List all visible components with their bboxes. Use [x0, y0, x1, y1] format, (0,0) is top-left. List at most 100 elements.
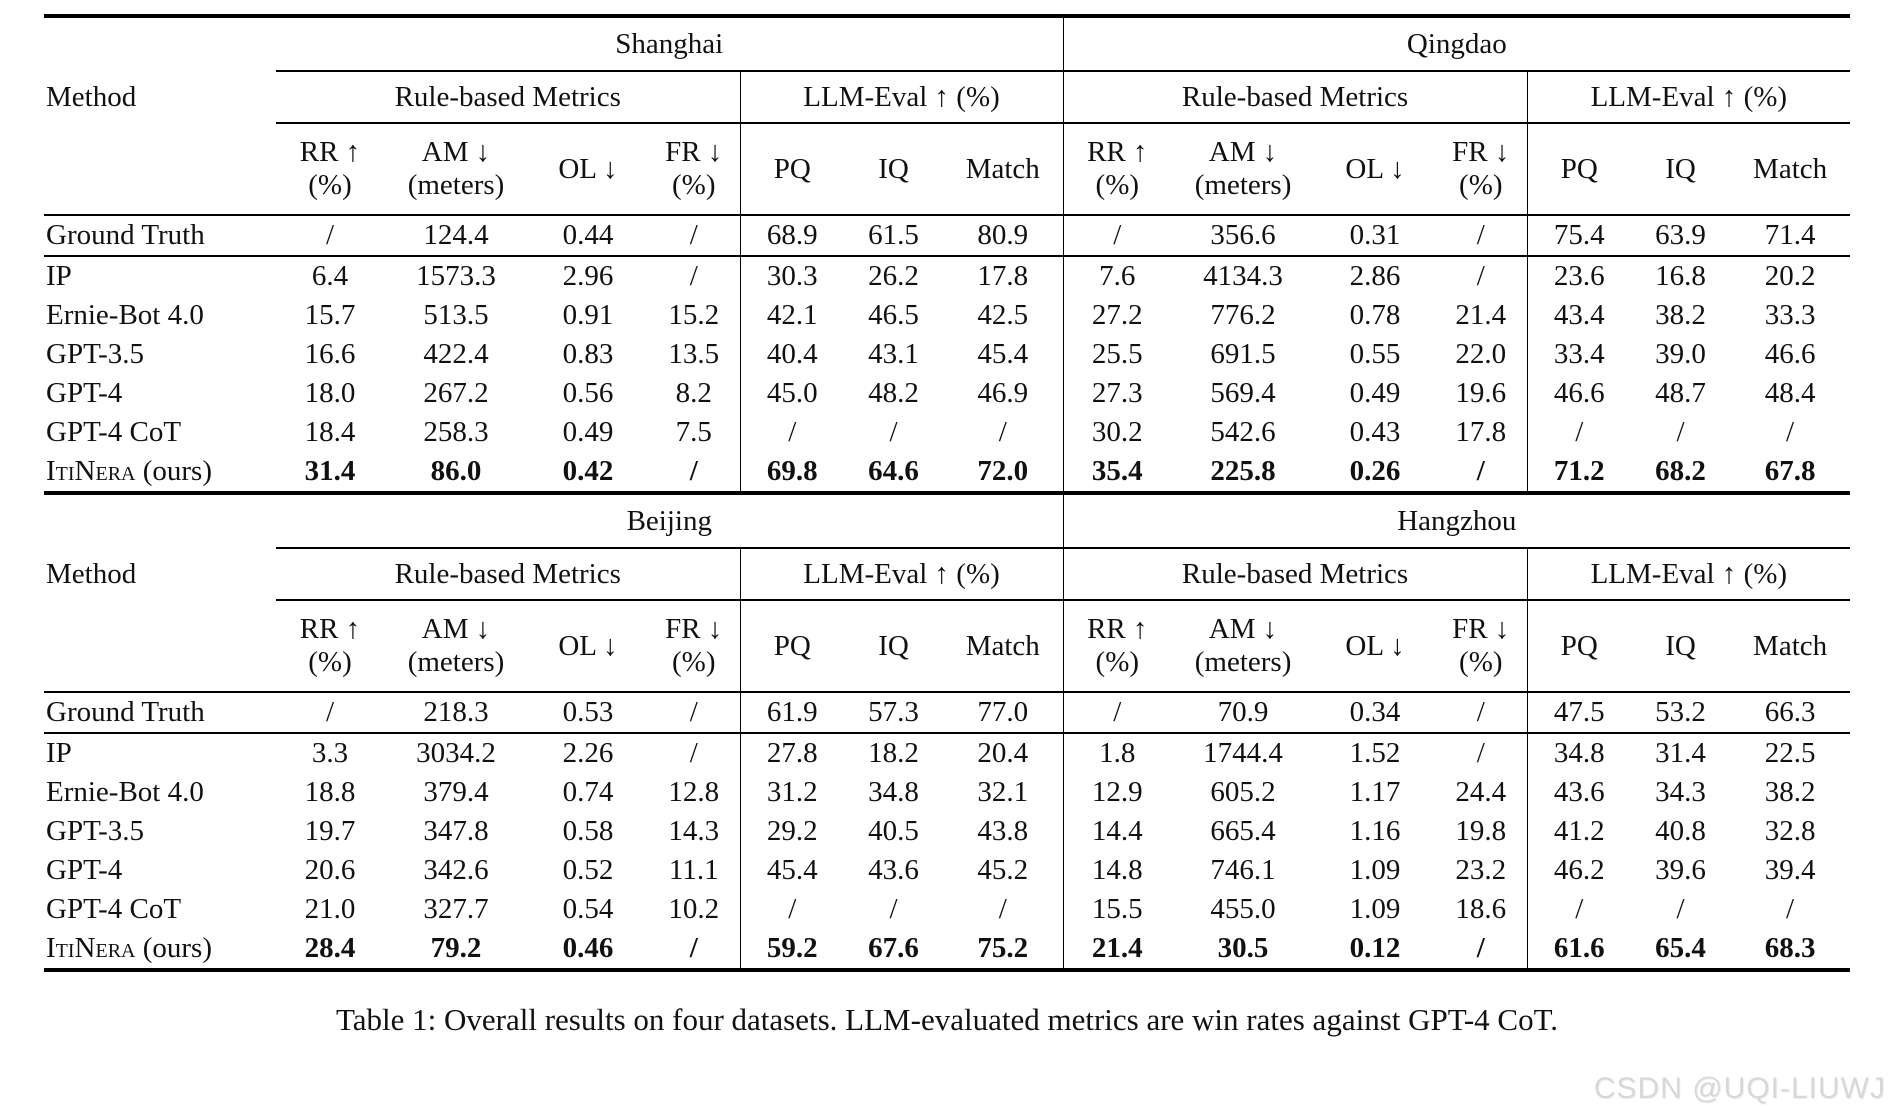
- value-cell: 39.4: [1764, 854, 1816, 886]
- table-row: IP 6.4 1573.3 2.96 / 30.3 26.2 17.8 7.6 4134.3 2.8…: [44, 256, 1850, 296]
- metric-header-line2: (%): [308, 169, 352, 201]
- metric-header-line2: (%): [1459, 169, 1503, 201]
- metric-header: IQ: [1631, 123, 1731, 216]
- value-cell: 80.9: [943, 215, 1064, 257]
- metric-header-line1: Match: [965, 152, 1040, 185]
- metric-header: OL ↓: [1315, 123, 1436, 216]
- value-cell: 0.49: [562, 416, 614, 448]
- method-cell: Ernie-Bot 4.0: [44, 773, 276, 812]
- metric-header-line1: AM ↓: [1208, 136, 1278, 169]
- value-cell: 2.96: [562, 260, 614, 292]
- value-cell: 15.7: [304, 299, 356, 331]
- value-cell: 41.2: [1526, 812, 1632, 851]
- value-cell: 0.49: [1349, 377, 1401, 409]
- value-cell: 40.5: [868, 815, 919, 847]
- metric-header-line2: (meters): [1194, 646, 1292, 678]
- value-cell: 65.4: [1631, 929, 1731, 972]
- value-cell: 31.4: [276, 452, 384, 495]
- value-cell: /: [1435, 215, 1528, 257]
- value-cell: 31.4: [1655, 737, 1706, 769]
- value-cell: 15.5: [1062, 890, 1172, 929]
- method-suffix: (ours): [135, 455, 212, 487]
- value-cell: 46.6: [1764, 338, 1816, 370]
- value-cell: /: [1786, 416, 1795, 448]
- value-cell: 7.5: [675, 416, 712, 448]
- value-cell: 17.8: [977, 260, 1029, 292]
- metric-header: IQ: [844, 123, 943, 216]
- method-cell: Ground Truth: [44, 215, 276, 257]
- metric-header-line1: IQ: [1665, 152, 1696, 185]
- value-cell: 67.8: [1730, 452, 1851, 495]
- table-row: Ernie-Bot 4.0 18.8 379.4 0.74 12.8 31.2 34.8 32…: [44, 773, 1850, 812]
- results-table: Shanghai Qingdao Method Rule-based Metrics L…: [44, 14, 1851, 972]
- method-name: ItiNera: [46, 455, 136, 487]
- method-name: GPT-4 CoT: [46, 893, 182, 925]
- method-header: Method: [46, 557, 137, 590]
- metric-header: FR ↓ (%): [1435, 123, 1528, 216]
- value-cell: 43.6: [868, 854, 919, 886]
- metric-header: OL ↓: [528, 600, 648, 693]
- value-cell: 75.4: [1526, 215, 1632, 257]
- group-header-rule-based: Rule-based Metrics: [276, 71, 740, 124]
- metric-header-line1: PQ: [1560, 152, 1598, 185]
- method-cell: GPT-4 CoT: [44, 413, 276, 452]
- method-name: Ernie-Bot 4.0: [46, 299, 204, 331]
- metric-header: FR ↓ (%): [648, 123, 740, 216]
- value-cell: 15.2: [668, 299, 720, 331]
- value-cell: 258.3: [423, 416, 489, 448]
- metric-header-line1: AM ↓: [1208, 613, 1278, 646]
- value-cell: 57.3: [844, 692, 943, 734]
- value-cell: 46.5: [868, 299, 919, 331]
- value-cell: 45.4: [739, 851, 844, 890]
- metric-header-line1: FR ↓: [665, 136, 723, 169]
- method-suffix: (ours): [135, 932, 212, 964]
- value-cell: 10.2: [668, 893, 720, 925]
- value-cell: 342.6: [423, 854, 489, 886]
- method-name: Ground Truth: [46, 696, 205, 728]
- metric-header-line2: (%): [1459, 646, 1503, 678]
- value-cell: 45.2: [977, 854, 1029, 886]
- value-cell: 48.2: [868, 377, 919, 409]
- metric-header: AM ↓ (meters): [384, 600, 528, 693]
- value-cell: /: [1476, 737, 1485, 769]
- method-cell: GPT-4 CoT: [44, 890, 276, 929]
- value-cell: 35.4: [1062, 452, 1172, 495]
- value-cell: 2.86: [1349, 260, 1401, 292]
- method-col-spacer: [44, 16, 276, 71]
- value-cell: /: [276, 215, 384, 257]
- group-header-llm-eval: LLM-Eval ↑ (%): [1526, 71, 1851, 124]
- value-cell: 455.0: [1210, 893, 1276, 925]
- value-cell: 77.0: [943, 692, 1064, 734]
- metric-header: Match: [943, 600, 1064, 693]
- value-cell: 14.4: [1062, 812, 1172, 851]
- value-cell: 0.46: [528, 929, 648, 972]
- value-cell: 1.16: [1349, 815, 1401, 847]
- value-cell: 605.2: [1210, 776, 1276, 808]
- value-cell: 0.74: [562, 776, 614, 808]
- method-cell: Ernie-Bot 4.0: [44, 296, 276, 335]
- metric-header-line1: FR ↓: [665, 613, 723, 646]
- value-cell: 42.5: [977, 299, 1029, 331]
- value-cell: 38.2: [1764, 776, 1816, 808]
- method-name: GPT-3.5: [46, 815, 145, 847]
- method-cell: GPT-3.5: [44, 335, 276, 374]
- group-header-llm-eval: LLM-Eval ↑ (%): [1526, 548, 1851, 601]
- metric-header: PQ: [739, 600, 844, 693]
- value-cell: /: [1435, 692, 1528, 734]
- value-cell: 569.4: [1210, 377, 1276, 409]
- value-cell: 79.2: [384, 929, 528, 972]
- value-cell: /: [1676, 416, 1685, 448]
- value-cell: 30.2: [1062, 413, 1172, 452]
- metric-header-line1: RR ↑: [1087, 613, 1148, 646]
- value-cell: 43.4: [1526, 296, 1632, 335]
- value-cell: /: [689, 260, 698, 292]
- method-name: IP: [46, 260, 72, 292]
- value-cell: 267.2: [423, 377, 489, 409]
- metric-header-line1: Match: [1753, 629, 1828, 662]
- value-cell: 27.2: [1062, 296, 1172, 335]
- value-cell: 28.4: [276, 929, 384, 972]
- metric-header-line1: OL ↓: [1345, 629, 1405, 662]
- value-cell: 1.17: [1349, 776, 1401, 808]
- value-cell: 32.8: [1764, 815, 1816, 847]
- value-cell: 0.56: [562, 377, 614, 409]
